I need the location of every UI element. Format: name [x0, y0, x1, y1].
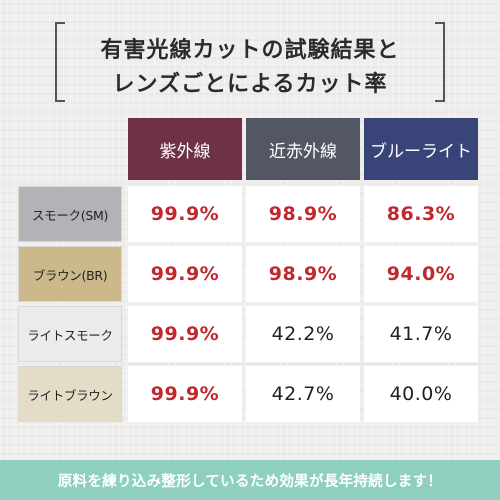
table-cell: 42.7% [246, 366, 360, 422]
table-cell: 99.9% [128, 306, 242, 362]
title-line-1: 有害光線カットの試験結果と [100, 38, 400, 63]
title-block: 有害光線カットの試験結果と レンズごとによるカット率 [55, 22, 445, 102]
row-label-4: ライトブラウン [18, 366, 122, 422]
row-label-3: ライトスモーク [18, 306, 122, 362]
table-cell: 99.9% [128, 246, 242, 302]
table-cell: 98.9% [246, 186, 360, 242]
title-line-2: レンズごとによるカット率 [112, 72, 388, 97]
table-cell: 41.7% [364, 306, 478, 362]
table-cell: 98.9% [246, 246, 360, 302]
table-cell: 99.9% [128, 366, 242, 422]
column-header-2: 近赤外線 [246, 118, 360, 180]
table-cell: 40.0% [364, 366, 478, 422]
bottom-banner: 原料を練り込み整形しているため効果が長年持続します！ [0, 460, 500, 500]
title-bracket-right [435, 22, 445, 102]
table-cell: 94.0% [364, 246, 478, 302]
row-label-1: スモーク(SM) [18, 186, 122, 242]
table-cell: 42.2% [246, 306, 360, 362]
row-label-2: ブラウン(BR) [18, 246, 122, 302]
column-header-3: ブルーライト [364, 118, 478, 180]
table-cell: 99.9% [128, 186, 242, 242]
column-header-1: 紫外線 [128, 118, 242, 180]
table-cell: 86.3% [364, 186, 478, 242]
title-bracket-left [55, 22, 65, 102]
